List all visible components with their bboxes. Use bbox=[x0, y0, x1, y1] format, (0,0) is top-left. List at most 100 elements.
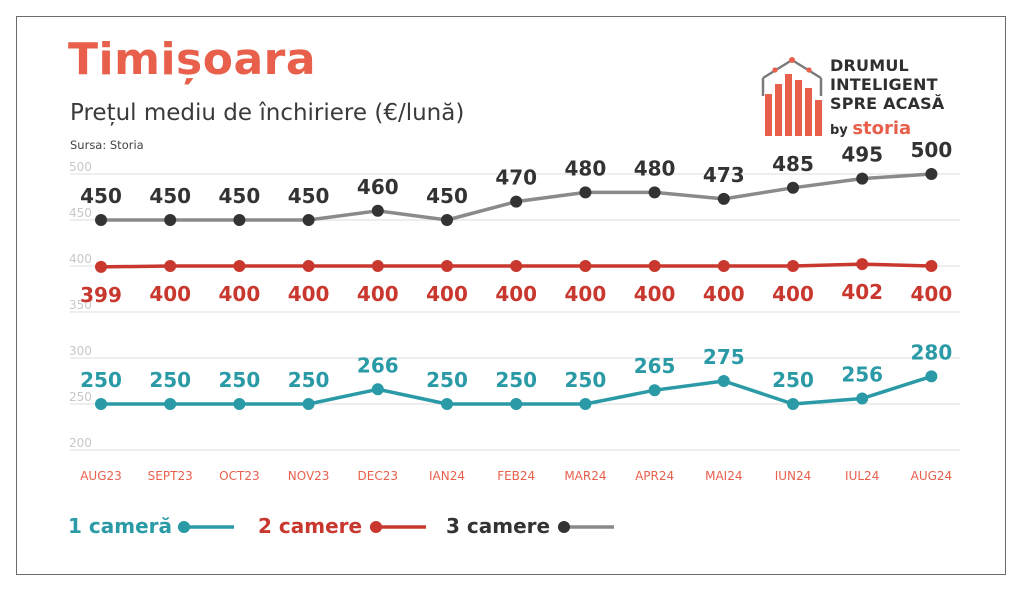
data-point bbox=[510, 195, 523, 208]
chart-subtitle: Prețul mediu de închiriere (€/lună) bbox=[70, 100, 465, 126]
data-label: 450 bbox=[149, 184, 191, 208]
data-point bbox=[925, 168, 938, 180]
data-point bbox=[648, 260, 661, 272]
data-point bbox=[371, 260, 384, 272]
brand-by: by bbox=[830, 123, 848, 138]
data-label: 400 bbox=[911, 282, 953, 306]
data-point bbox=[164, 260, 177, 272]
data-label: 250 bbox=[149, 368, 191, 392]
data-point bbox=[648, 186, 661, 199]
brand-line-1: DRUMUL bbox=[830, 56, 909, 75]
data-label: 450 bbox=[80, 184, 122, 208]
data-label: 450 bbox=[219, 184, 261, 208]
data-point bbox=[302, 260, 315, 272]
data-label: 266 bbox=[357, 353, 399, 377]
data-label: 400 bbox=[634, 282, 676, 306]
data-label: 400 bbox=[772, 282, 814, 306]
data-label: 250 bbox=[80, 368, 122, 392]
data-label: 399 bbox=[80, 283, 122, 307]
x-tick-label: IUN24 bbox=[775, 469, 812, 483]
data-label: 485 bbox=[772, 152, 814, 176]
data-point bbox=[164, 398, 177, 410]
data-point bbox=[233, 398, 246, 410]
data-label: 400 bbox=[565, 282, 607, 306]
data-label: 400 bbox=[149, 282, 191, 306]
x-tick-label: OCT23 bbox=[219, 469, 259, 483]
data-label: 473 bbox=[703, 163, 745, 187]
data-point bbox=[371, 383, 384, 396]
data-label: 480 bbox=[565, 156, 607, 180]
data-point bbox=[856, 258, 869, 271]
x-tick-label: SEPT23 bbox=[148, 469, 193, 483]
data-point bbox=[717, 260, 730, 272]
legend-marker bbox=[178, 521, 190, 533]
data-point bbox=[233, 214, 246, 226]
x-tick-label: FEB24 bbox=[497, 469, 535, 483]
data-label: 250 bbox=[219, 368, 261, 392]
data-point bbox=[95, 214, 107, 226]
data-label: 250 bbox=[495, 368, 537, 392]
data-label: 470 bbox=[495, 166, 537, 190]
data-point bbox=[925, 370, 938, 383]
legend-marker bbox=[370, 521, 382, 533]
brand-line-2: INTELIGENT bbox=[830, 75, 938, 94]
data-point bbox=[441, 260, 453, 272]
data-label: 400 bbox=[426, 282, 468, 306]
x-tick-label: AUG23 bbox=[80, 469, 122, 483]
data-point bbox=[717, 375, 730, 387]
y-tick-label: 500 bbox=[69, 160, 92, 174]
chart-source: Sursa: Storia bbox=[70, 138, 144, 152]
data-label: 250 bbox=[426, 368, 468, 392]
data-point bbox=[371, 204, 384, 217]
data-label: 400 bbox=[288, 282, 330, 306]
y-tick-label: 300 bbox=[69, 344, 92, 358]
data-point bbox=[717, 192, 730, 205]
data-point bbox=[579, 260, 592, 272]
y-tick-label: 450 bbox=[69, 206, 92, 220]
data-label: 450 bbox=[426, 184, 468, 208]
data-label: 400 bbox=[703, 282, 745, 306]
data-label: 250 bbox=[288, 368, 330, 392]
data-label: 450 bbox=[288, 184, 330, 208]
chart-frame bbox=[16, 16, 1006, 575]
data-point bbox=[579, 398, 592, 410]
data-label: 400 bbox=[357, 282, 399, 306]
brand-name: DRUMUL INTELIGENT SPRE ACASĂ bbox=[830, 56, 944, 113]
x-tick-label: IAN24 bbox=[429, 469, 465, 483]
data-point bbox=[302, 398, 315, 410]
data-point bbox=[787, 181, 799, 194]
data-point bbox=[510, 398, 523, 410]
storia-logo: storia bbox=[852, 118, 912, 139]
x-tick-label: DEC23 bbox=[358, 469, 398, 483]
data-point bbox=[787, 398, 799, 410]
data-label: 400 bbox=[219, 282, 261, 306]
x-tick-label: AUG24 bbox=[911, 469, 953, 483]
data-label: 500 bbox=[911, 138, 953, 162]
data-point bbox=[441, 214, 453, 226]
data-point bbox=[856, 392, 869, 405]
y-tick-label: 350 bbox=[69, 298, 92, 312]
brand-line-3: SPRE ACASĂ bbox=[830, 94, 945, 113]
data-point bbox=[95, 260, 107, 273]
data-point bbox=[925, 260, 938, 272]
brand-by-storia: by storia bbox=[830, 118, 911, 139]
x-tick-label: APR24 bbox=[635, 469, 674, 483]
x-tick-label: MAI24 bbox=[705, 469, 742, 483]
data-point bbox=[579, 186, 592, 199]
data-label: 280 bbox=[911, 340, 953, 364]
data-point bbox=[95, 398, 107, 410]
x-tick-label: NOV23 bbox=[288, 469, 330, 483]
data-label: 402 bbox=[841, 280, 883, 304]
data-label: 265 bbox=[634, 354, 676, 378]
legend-label: 3 camere bbox=[446, 514, 550, 538]
legend-label: 2 camere bbox=[258, 514, 362, 538]
data-point bbox=[302, 214, 315, 226]
legend-label: 1 cameră bbox=[68, 514, 172, 538]
y-tick-label: 250 bbox=[69, 390, 92, 404]
data-point bbox=[787, 260, 799, 272]
data-label: 460 bbox=[357, 175, 399, 199]
data-point bbox=[233, 260, 246, 272]
data-point bbox=[856, 172, 869, 185]
data-point bbox=[510, 260, 523, 272]
